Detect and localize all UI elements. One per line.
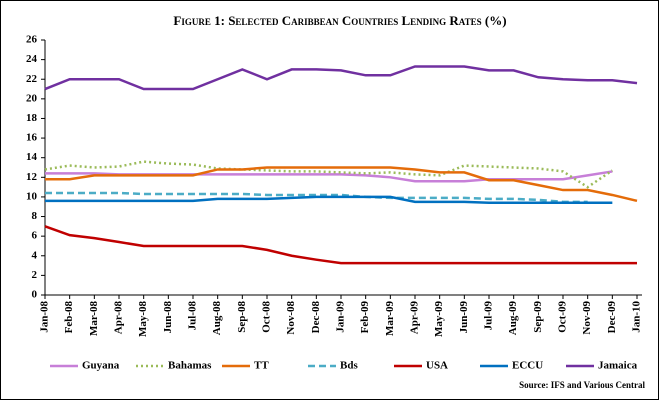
x-tick-label: Jun-09	[458, 301, 470, 334]
series-line	[44, 160, 614, 189]
x-tick-label: Oct-08	[261, 301, 273, 333]
x-tick-label: May-09	[433, 301, 445, 338]
legend-label: Bds	[340, 360, 358, 372]
y-tick-label: 6	[32, 230, 38, 242]
y-tick-label: 8	[32, 210, 38, 222]
x-tick-label: Dec-08	[310, 301, 322, 334]
x-tick-label: Jun-08	[162, 301, 174, 334]
series-line	[45, 166, 638, 203]
x-tick-label: Feb-09	[359, 301, 371, 334]
x-tick-label: Apr-08	[113, 301, 125, 335]
source-note: Source: IFS and Various Central	[519, 380, 645, 390]
y-tick-label: 0	[32, 289, 38, 301]
y-tick-label: 24	[26, 53, 38, 65]
x-tick-label: Apr-09	[409, 301, 421, 335]
series-line	[45, 191, 588, 204]
y-tick-label: 14	[26, 151, 38, 163]
x-tick-label: Nov-09	[581, 301, 593, 335]
x-tick-label: Aug-09	[507, 301, 519, 336]
y-tick-label: 20	[26, 92, 38, 104]
legend-label: Guyana	[82, 360, 120, 372]
x-tick-label: Feb-08	[63, 301, 75, 334]
legend-label: Jamaica	[598, 360, 638, 372]
x-tick-label: Jan-08	[39, 301, 51, 333]
series-line	[44, 225, 637, 265]
y-tick-label: 18	[26, 112, 38, 124]
legend-label: ECCU	[512, 360, 543, 372]
x-tick-label: Dec-09	[606, 301, 618, 334]
x-tick-label: Sep-08	[236, 301, 248, 333]
chart-title: Figure 1: Selected Caribbean Countries L…	[173, 13, 506, 28]
x-tick-label: Oct-09	[557, 301, 569, 333]
series-line	[44, 65, 638, 91]
x-tick-label: Aug-08	[211, 301, 223, 336]
x-tick-label: Nov-08	[285, 301, 297, 335]
legend-label: USA	[426, 360, 448, 372]
x-tick-label: May-08	[137, 301, 149, 338]
x-tick-label: Mar-09	[384, 301, 396, 337]
series-line	[45, 195, 613, 205]
y-tick-label: 16	[26, 132, 38, 144]
x-tick-label: Jan-09	[335, 301, 347, 333]
x-tick-label: Sep-09	[532, 301, 544, 333]
y-tick-label: 10	[26, 190, 38, 202]
legend-label: TT	[254, 360, 269, 372]
x-tick-label: Jan-10	[631, 301, 643, 333]
y-tick-label: 12	[26, 171, 38, 183]
x-tick-label: Mar-08	[88, 301, 100, 337]
y-tick-label: 2	[32, 269, 38, 281]
legend-label: Bahamas	[168, 360, 212, 372]
y-tick-label: 26	[26, 34, 38, 46]
y-tick-label: 4	[32, 249, 38, 261]
y-tick-label: 22	[26, 73, 38, 85]
x-tick-label: Jul-08	[187, 301, 199, 331]
x-tick-label: Jul-09	[483, 301, 495, 331]
